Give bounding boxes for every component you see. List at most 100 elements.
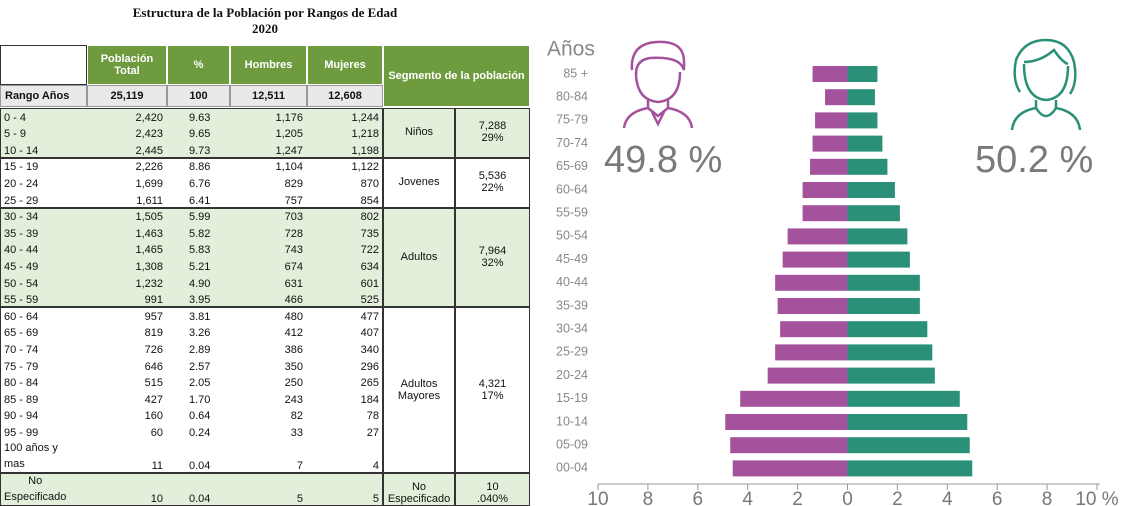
y-axis-label: Años: [547, 38, 595, 61]
y-tick-label: 05-09: [556, 437, 588, 451]
x-tick-label: 8: [1042, 489, 1053, 506]
cell: 601: [360, 277, 379, 290]
bar: [847, 367, 935, 384]
cell: 2.57: [189, 360, 211, 373]
cell: 9.63: [189, 111, 211, 124]
cell: 350: [284, 360, 303, 373]
cell: 407: [360, 327, 379, 340]
cell: 2,420: [135, 111, 163, 124]
cell: 340: [360, 343, 379, 356]
female-icon: [1010, 38, 1082, 131]
cell: 3.26: [189, 327, 211, 340]
cell: 802: [360, 211, 379, 224]
y-tick-label: 30-34: [556, 321, 588, 335]
bar: [812, 135, 848, 152]
row-group: [0, 207, 383, 308]
segment-percent: 32%: [481, 256, 504, 269]
segment-label: No Especificado: [387, 481, 451, 506]
male-icon: [622, 40, 694, 129]
segment-value: 10.040%: [455, 473, 530, 506]
bar: [847, 437, 970, 454]
cell: 160: [144, 410, 163, 423]
cell: 674: [284, 260, 303, 273]
cell: 1.70: [189, 393, 211, 406]
cell: 250: [284, 377, 303, 390]
segment-cell: [383, 108, 455, 158]
cell: 728: [284, 227, 303, 240]
total-cell: 25,119: [87, 85, 167, 107]
bar: [847, 414, 968, 430]
cell: 1,198: [351, 144, 379, 157]
row-label: 15 - 19: [4, 161, 39, 174]
row-label: 75 - 79: [4, 360, 39, 373]
cell: 386: [284, 343, 303, 356]
bar: [847, 298, 920, 314]
cell: 5: [296, 493, 303, 506]
x-tick-label: 2: [792, 489, 803, 506]
bar: [782, 251, 848, 268]
x-tick-label: 4: [742, 489, 753, 506]
cell: 10: [150, 493, 163, 506]
row-label: 95 - 99: [4, 426, 39, 439]
annotation: 49.8 %: [604, 139, 722, 181]
row-label: 20 - 24: [4, 177, 39, 190]
y-tick-label: 60-64: [556, 182, 588, 196]
bar: [775, 274, 848, 291]
row-label: 90 - 94: [4, 410, 39, 423]
segment-cell: [383, 473, 455, 506]
cell: 991: [144, 294, 163, 307]
cell: 634: [360, 260, 379, 273]
y-tick-label: 50-54: [556, 229, 588, 243]
y-tick-label: 45-49: [556, 252, 588, 266]
cell: 5: [372, 493, 379, 506]
row-label: 60 - 64: [4, 310, 39, 323]
cell: 4.90: [189, 277, 211, 290]
segment-total: 5,536: [478, 170, 507, 183]
cell: 1,505: [135, 211, 163, 224]
x-tick-label: 8: [643, 489, 654, 506]
row-label: 45 - 49: [4, 260, 39, 273]
cell: 5.82: [189, 227, 211, 240]
bar: [775, 344, 848, 361]
segment-cell: [455, 108, 530, 158]
cell: 0.24: [189, 426, 211, 439]
segment-value: 4,321 17%: [455, 307, 530, 473]
y-tick-label: 15-19: [556, 391, 588, 405]
segment-percent: 22%: [481, 182, 504, 195]
cell: 480: [284, 310, 303, 323]
cell: 1,205: [275, 128, 303, 141]
row-label: 35 - 39: [4, 227, 39, 240]
cell: 1,218: [351, 128, 379, 141]
cell: 722: [360, 244, 379, 257]
y-tick-label: 55-59: [556, 205, 588, 219]
bar: [802, 182, 848, 198]
cell: 11: [151, 460, 163, 473]
segment-cell: [455, 157, 530, 208]
row-label: 30 - 34: [4, 211, 39, 224]
segment-total: 4,321: [478, 377, 507, 390]
segment-label: Adultos: [400, 250, 438, 263]
bar: [725, 414, 848, 430]
segment-value: 5,536 22%: [455, 158, 530, 208]
bar: [847, 321, 928, 338]
cell: 2.05: [189, 377, 211, 390]
y-tick-label: 85 +: [563, 66, 588, 80]
segment-cell: [455, 207, 530, 308]
cell: 60: [150, 426, 163, 439]
total-cell: 12,511: [230, 85, 307, 107]
row-label: 0 - 4: [4, 111, 27, 124]
segment-label: Niños: [404, 126, 434, 139]
bar: [802, 205, 848, 222]
cell: 735: [360, 227, 379, 240]
bar: [732, 460, 848, 477]
cell: 3.81: [189, 310, 211, 323]
y-tick-label: 70-74: [556, 136, 588, 150]
cell: 1,463: [135, 227, 163, 240]
table-year: 2020: [252, 21, 278, 36]
segment-total: 10: [486, 481, 499, 494]
cell: 2.89: [189, 343, 211, 356]
table: Estructura de la Población por Rangos de…: [0, 0, 530, 506]
cell: 8.86: [189, 161, 211, 174]
cell: 6.41: [189, 194, 211, 207]
